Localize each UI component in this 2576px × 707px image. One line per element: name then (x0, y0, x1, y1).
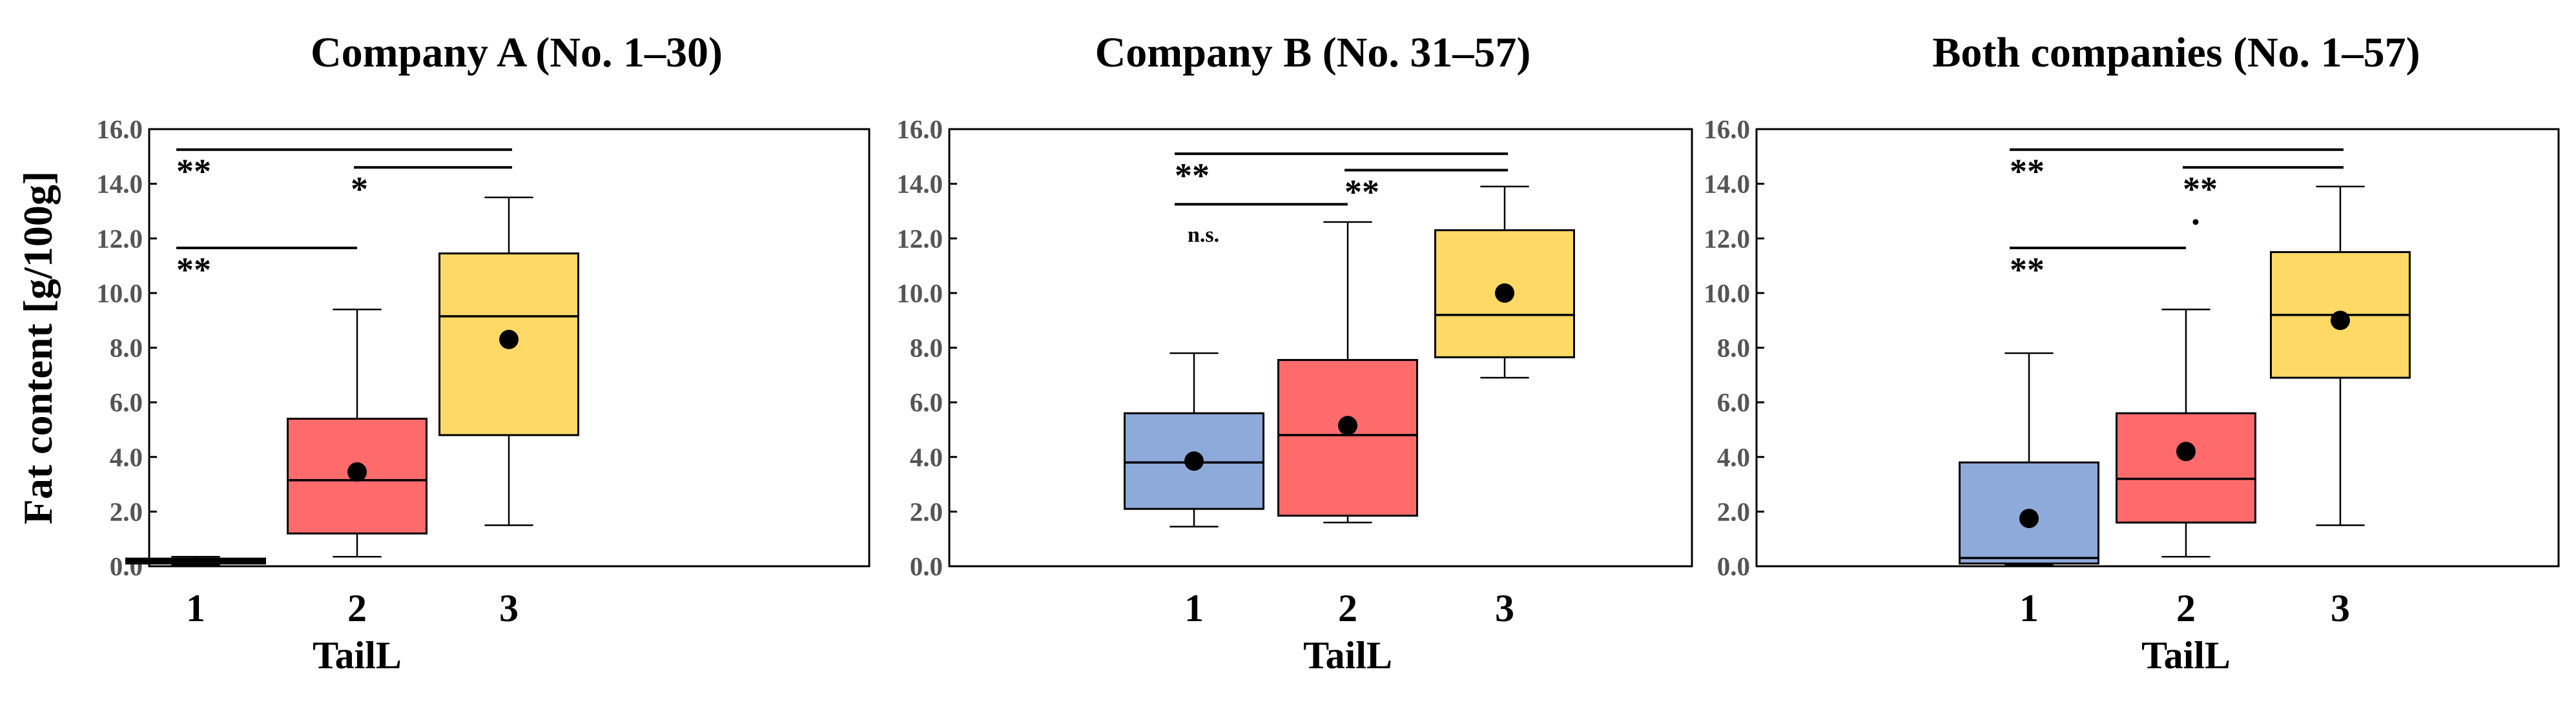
x-tick-label: 3 (499, 587, 519, 630)
x-tick-label: 2 (347, 587, 367, 630)
mean-marker (1495, 283, 1514, 303)
box-tail-3 (2270, 185, 2411, 526)
y-tick-label: 6.0 (910, 387, 943, 417)
y-tick-label: 2.0 (1717, 497, 1750, 526)
chart-panel-1: Company A (No. 1–30) 0.0 2.0 4.0 6.0 8.0 10.0 1… (96, 29, 871, 677)
x-axis-label: TailL (1303, 634, 1392, 677)
chart-title: Company B (No. 31–57) (1095, 29, 1531, 76)
y-tick-label: 6.0 (1717, 387, 1750, 417)
box-tail-1 (125, 555, 266, 566)
y-axis-label: Fat content [g/100g] (15, 171, 61, 524)
box-tail-2 (2116, 309, 2256, 558)
x-tick-label: 3 (1495, 587, 1514, 630)
mean-marker (2019, 508, 2039, 528)
y-tick-label: 8.0 (110, 333, 143, 363)
y-tick-label: 2.0 (110, 497, 143, 526)
box-iqr (2116, 412, 2256, 524)
box-tail-3 (1434, 185, 1575, 379)
x-axis-label: TailL (2141, 634, 2231, 677)
significance-label: ** (2010, 152, 2045, 191)
y-tick-label: 10.0 (896, 278, 943, 308)
y-tick-label: 14.0 (896, 169, 943, 199)
y-tick-label: 16.0 (896, 114, 943, 144)
y-tick-label: 0.0 (110, 551, 143, 581)
box-tail-2 (287, 309, 428, 558)
y-tick-label: 16.0 (1704, 114, 1750, 144)
significance-label: ** (1345, 172, 1379, 211)
x-tick-label: 1 (1184, 587, 1204, 630)
y-tick-label: 0.0 (1717, 551, 1750, 581)
y-tick-label: 14.0 (96, 169, 143, 199)
y-tick-label: 4.0 (110, 442, 143, 472)
mean-marker (347, 462, 367, 482)
significance-label: ** (176, 152, 211, 191)
mean-marker (499, 329, 519, 349)
y-tick-label: 16.0 (96, 114, 143, 144)
mean-marker (2176, 442, 2196, 462)
significance-label: * (351, 170, 368, 209)
y-tick-label: 14.0 (1704, 169, 1750, 199)
x-axis-label: TailL (313, 634, 402, 677)
chart-title: Company A (No. 1–30) (311, 29, 723, 76)
outlier-point (2192, 219, 2199, 225)
significance-label: n.s. (1188, 223, 1219, 247)
box-tail-1 (1124, 352, 1264, 528)
y-tick-label: 8.0 (910, 333, 943, 363)
y-tick-label: 10.0 (1704, 278, 1750, 308)
significance-label: ** (2183, 170, 2218, 209)
y-tick-label: 10.0 (96, 278, 143, 308)
significance-label: ** (1175, 156, 1210, 195)
y-tick-label: 12.0 (96, 223, 143, 253)
box-iqr (438, 252, 579, 436)
chart-title: Both companies (No. 1–57) (1932, 29, 2420, 76)
significance-label: ** (176, 251, 211, 289)
y-tick-label: 12.0 (1704, 223, 1750, 253)
box-iqr (1277, 359, 1418, 517)
x-tick-label: 1 (2019, 587, 2039, 630)
mean-marker (1338, 416, 1357, 436)
box-tail-3 (438, 196, 579, 526)
x-tick-label: 2 (2176, 587, 2196, 630)
x-tick-label: 3 (2331, 587, 2350, 630)
box-tail-2 (1277, 221, 1418, 524)
y-tick-label: 6.0 (110, 387, 143, 417)
x-tick-label: 2 (1338, 587, 1357, 630)
y-tick-label: 4.0 (910, 442, 943, 472)
x-tick-label: 1 (186, 587, 205, 630)
y-tick-label: 4.0 (1717, 442, 1750, 472)
mean-marker (1184, 451, 1204, 471)
chart-panel-3: Both companies (No. 1–57) 0.0 2.0 4.0 6.0 8.0… (1704, 29, 2560, 677)
box-tail-1 (1959, 352, 2099, 566)
y-tick-label: 0.0 (910, 551, 943, 581)
y-tick-label: 8.0 (1717, 333, 1750, 363)
y-tick-label: 2.0 (910, 497, 943, 526)
chart-panel-2: Company B (No. 31–57) 0.0 2.0 4.0 6.0 8.0 10.0… (896, 29, 1693, 677)
y-tick-label: 12.0 (896, 223, 943, 253)
significance-label: ** (2010, 251, 2045, 289)
mean-marker (2331, 311, 2350, 331)
